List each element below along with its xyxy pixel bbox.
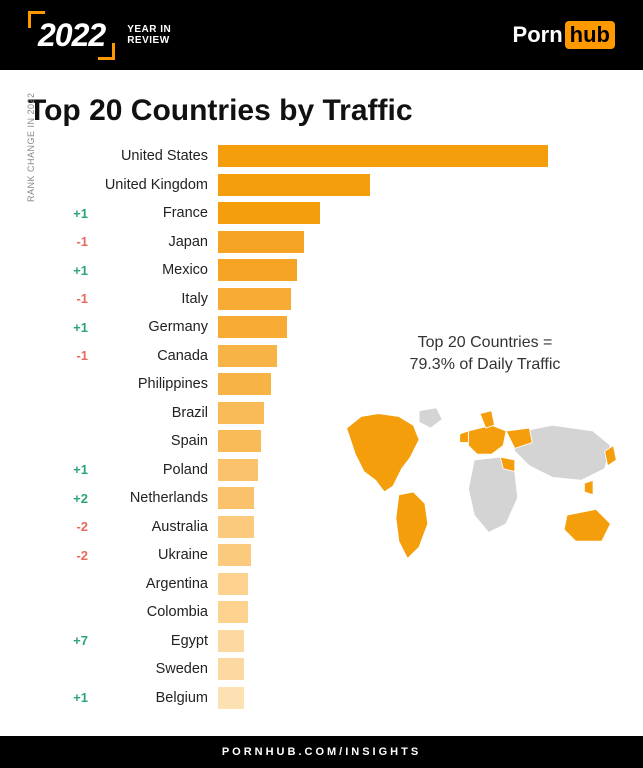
bar (218, 687, 244, 709)
subtitle-line2: REVIEW (127, 35, 171, 46)
chart-row: +1France (60, 199, 643, 228)
callout-line1: Top 20 Countries = (355, 332, 615, 354)
country-label: France (88, 205, 218, 221)
chart-row: United Kingdom (60, 171, 643, 200)
bar (218, 487, 254, 509)
year: 2022 (38, 17, 105, 53)
bar (218, 145, 548, 167)
callout-box: Top 20 Countries = 79.3% of Daily Traffi… (355, 332, 615, 377)
rank-change: +7 (60, 633, 88, 648)
subtitle-line1: YEAR IN (127, 24, 171, 35)
chart-row: -1Japan (60, 228, 643, 257)
country-label: Canada (88, 348, 218, 364)
rank-change: -1 (60, 234, 88, 249)
bar-chart: RANK CHANGE IN 2022 United StatesUnited … (0, 142, 643, 712)
bar (218, 402, 264, 424)
footer-url: PORNHUB.COM/INSIGHTS (0, 736, 643, 768)
bar (218, 174, 370, 196)
bar (218, 231, 304, 253)
country-label: Ukraine (88, 547, 218, 563)
country-label: Netherlands (88, 490, 218, 506)
country-label: Australia (88, 519, 218, 535)
bar (218, 516, 254, 538)
chart-row: -1Italy (60, 285, 643, 314)
bar (218, 573, 248, 595)
page-title: Top 20 Countries by Traffic (0, 70, 643, 142)
bar (218, 202, 320, 224)
rank-change: -1 (60, 291, 88, 306)
map-region (564, 509, 610, 541)
country-label: United Kingdom (88, 177, 218, 193)
map-region (480, 411, 495, 428)
axis-label: RANK CHANGE IN 2022 (26, 92, 36, 202)
country-label: Germany (88, 319, 218, 335)
bar (218, 373, 271, 395)
bar (218, 288, 291, 310)
bar (218, 544, 251, 566)
map-region (584, 480, 593, 495)
map-region (460, 431, 469, 443)
bar (218, 345, 277, 367)
chart-row: Colombia (60, 598, 643, 627)
rank-change: +1 (60, 462, 88, 477)
country-label: Brazil (88, 405, 218, 421)
world-map (335, 402, 625, 576)
bar (218, 316, 287, 338)
rank-change: +1 (60, 263, 88, 278)
country-label: United States (88, 148, 218, 164)
rank-change: -2 (60, 519, 88, 534)
rank-change: +2 (60, 491, 88, 506)
rank-change: +1 (60, 690, 88, 705)
country-label: Poland (88, 462, 218, 478)
map-region (419, 408, 442, 428)
country-label: Mexico (88, 262, 218, 278)
rank-change: -1 (60, 348, 88, 363)
bar (218, 658, 244, 680)
country-label: Spain (88, 433, 218, 449)
country-label: Japan (88, 234, 218, 250)
map-region (396, 492, 428, 559)
country-label: Argentina (88, 576, 218, 592)
chart-row: Sweden (60, 655, 643, 684)
callout-line2: 79.3% of Daily Traffic (355, 354, 615, 376)
country-label: Colombia (88, 604, 218, 620)
bar (218, 601, 248, 623)
chart-row: +7Egypt (60, 627, 643, 656)
country-label: Philippines (88, 376, 218, 392)
chart-row: +1Belgium (60, 684, 643, 713)
rank-change: +1 (60, 206, 88, 221)
chart-row: United States (60, 142, 643, 171)
bar (218, 459, 258, 481)
header-bar: 2022 YEAR IN REVIEW Porn hub (0, 0, 643, 70)
country-label: Belgium (88, 690, 218, 706)
map-region (468, 425, 506, 454)
year-in-review-badge: 2022 YEAR IN REVIEW (28, 11, 171, 60)
map-region (347, 414, 420, 492)
bar (218, 430, 261, 452)
rank-change: -2 (60, 548, 88, 563)
bar (218, 630, 244, 652)
country-label: Sweden (88, 661, 218, 677)
chart-row: +1Mexico (60, 256, 643, 285)
logo-text-main: Porn (513, 22, 563, 48)
country-label: Egypt (88, 633, 218, 649)
country-label: Italy (88, 291, 218, 307)
logo-text-hub: hub (565, 21, 615, 49)
bar (218, 259, 297, 281)
brand-logo: Porn hub (513, 21, 615, 49)
rank-change: +1 (60, 320, 88, 335)
